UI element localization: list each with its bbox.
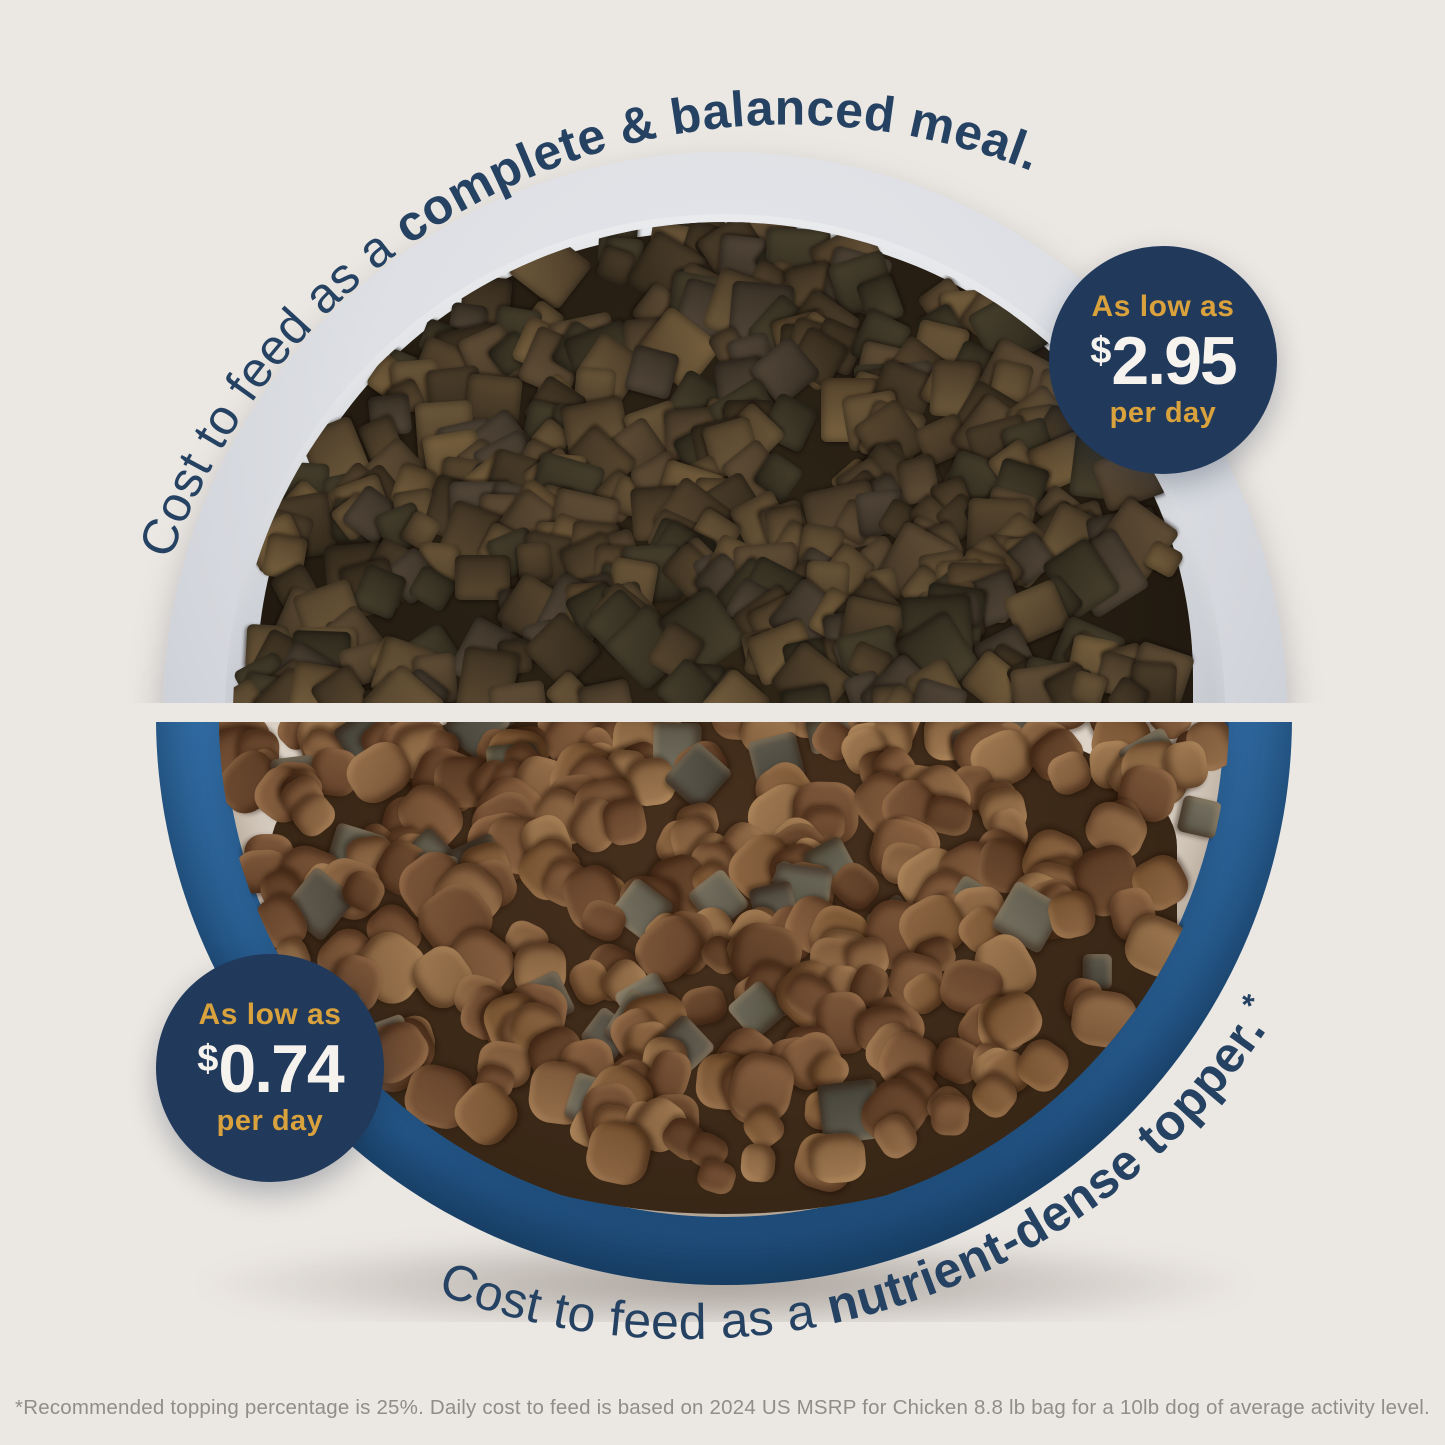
topper-badge-amount: 0.74	[218, 1030, 344, 1107]
topper-badge-price: $0.74	[197, 1030, 345, 1107]
topper-price-badge: As low as $0.74 per day	[156, 954, 384, 1182]
meal-badge-currency: $	[1090, 329, 1112, 372]
topper-piece	[1176, 794, 1223, 839]
topper-badge-currency: $	[197, 1037, 219, 1080]
topper-badge-as-low-as: As low as	[198, 997, 342, 1031]
topper-badge-per-day: per day	[216, 1105, 324, 1138]
meal-badge-amount: 2.95	[1111, 322, 1237, 399]
meal-badge-price: $2.95	[1090, 322, 1238, 399]
kibble-piece	[740, 1142, 777, 1184]
kibble-piece	[809, 1131, 868, 1185]
meal-badge-per-day: per day	[1109, 397, 1217, 430]
kibble-piece	[930, 1094, 971, 1136]
footnote-text: *Recommended topping percentage is 25%. …	[15, 1396, 1430, 1419]
meal-price-badge: As low as $2.95 per day	[1049, 246, 1277, 474]
kibble-with-topper-heap	[219, 722, 1229, 1222]
meal-badge-as-low-as: As low as	[1091, 289, 1235, 323]
